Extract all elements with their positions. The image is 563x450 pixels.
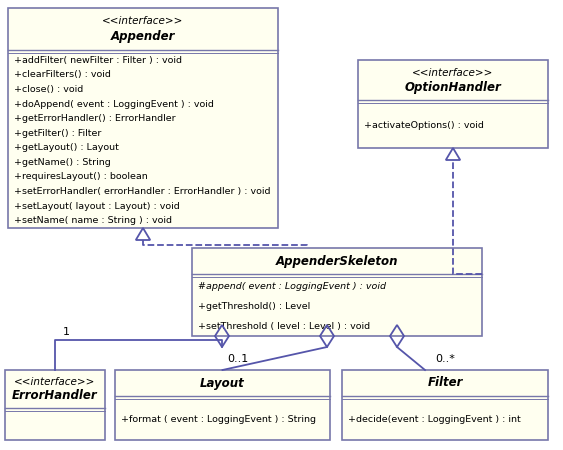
Text: Filter: Filter — [427, 377, 463, 390]
Bar — [342, 370, 548, 440]
Bar — [358, 60, 548, 148]
Text: +requiresLayout() : boolean: +requiresLayout() : boolean — [14, 172, 148, 181]
Text: Layout: Layout — [200, 377, 245, 390]
Text: +format ( event : LoggingEvent ) : String: +format ( event : LoggingEvent ) : Strin… — [121, 415, 316, 424]
Text: +setLayout( layout : Layout) : void: +setLayout( layout : Layout) : void — [14, 202, 180, 211]
Text: +setThreshold ( level : Level ) : void: +setThreshold ( level : Level ) : void — [198, 322, 370, 331]
Text: +clearFilters() : void: +clearFilters() : void — [14, 70, 111, 79]
Bar — [5, 370, 105, 440]
Text: 0..1: 0..1 — [227, 354, 249, 364]
Text: 0..*: 0..* — [435, 354, 455, 364]
Text: <<interface>>: <<interface>> — [14, 377, 96, 387]
Text: +getFilter() : Filter: +getFilter() : Filter — [14, 129, 101, 138]
Text: +getErrorHandler() : ErrorHandler: +getErrorHandler() : ErrorHandler — [14, 114, 176, 123]
Text: +addFilter( newFilter : Filter ) : void: +addFilter( newFilter : Filter ) : void — [14, 56, 182, 65]
Bar — [8, 8, 278, 228]
Text: Appender: Appender — [111, 30, 175, 43]
Text: ErrorHandler: ErrorHandler — [12, 389, 98, 402]
Text: +activateOptions() : void: +activateOptions() : void — [364, 121, 484, 130]
Text: +getName() : String: +getName() : String — [14, 158, 111, 167]
Text: +decide(event : LoggingEvent ) : int: +decide(event : LoggingEvent ) : int — [348, 415, 521, 424]
Text: +close() : void: +close() : void — [14, 85, 83, 94]
Text: 1: 1 — [63, 327, 70, 337]
Text: AppenderSkeleton: AppenderSkeleton — [276, 255, 398, 267]
Text: OptionHandler: OptionHandler — [405, 81, 502, 94]
Text: +doAppend( event : LoggingEvent ) : void: +doAppend( event : LoggingEvent ) : void — [14, 99, 214, 108]
Text: +setErrorHandler( errorHandler : ErrorHandler ) : void: +setErrorHandler( errorHandler : ErrorHa… — [14, 187, 270, 196]
Text: <<interface>>: <<interface>> — [102, 17, 184, 27]
Text: +setName( name : String ) : void: +setName( name : String ) : void — [14, 216, 172, 225]
Text: <<interface>>: <<interface>> — [412, 68, 494, 78]
Bar — [115, 370, 330, 440]
Text: +getLayout() : Layout: +getLayout() : Layout — [14, 143, 119, 152]
Text: #append( event : LoggingEvent ) : void: #append( event : LoggingEvent ) : void — [198, 282, 386, 291]
Bar — [192, 248, 482, 336]
Text: +getThreshold() : Level: +getThreshold() : Level — [198, 302, 310, 311]
